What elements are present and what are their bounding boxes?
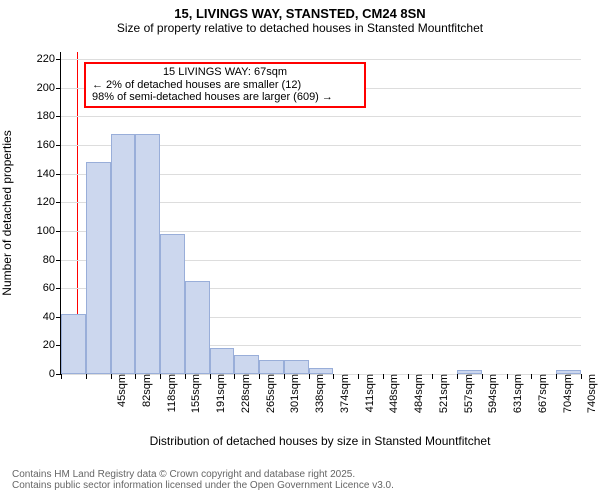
y-tick-label: 20 [43,339,61,351]
y-axis-title: Number of detached properties [0,130,14,295]
x-tick-label: 411sqm [362,374,376,429]
histogram-bar [61,314,86,374]
chart-title: 15, LIVINGS WAY, STANSTED, CM24 8SN [0,0,600,21]
histogram-bar [185,281,210,374]
x-tick-label: 448sqm [386,374,400,429]
x-tick-label: 155sqm [188,374,202,429]
histogram-bar [210,348,235,374]
y-tick-label: 80 [43,254,61,266]
histogram-bar [234,355,259,374]
footer-line-2: Contains public sector information licen… [12,480,600,491]
x-tick [135,374,136,379]
x-tick-label: 191sqm [213,374,227,429]
x-tick [581,374,582,379]
y-tick-label: 120 [37,196,61,208]
x-tick [531,374,532,379]
grid-line [61,116,581,117]
x-tick [61,374,62,379]
annotation-callout: 15 LIVINGS WAY: 67sqm← 2% of detached ho… [84,62,366,108]
annotation-line: ← 2% of detached houses are smaller (12) [92,79,358,92]
x-tick-label: 265sqm [263,374,277,429]
chart-subtitle: Size of property relative to detached ho… [0,21,600,35]
histogram-bar [160,234,185,374]
x-tick [556,374,557,379]
y-tick-label: 60 [43,282,61,294]
x-tick-label: 740sqm [584,374,598,429]
x-tick [234,374,235,379]
histogram-bar [135,134,160,374]
x-tick-label: 228sqm [238,374,252,429]
y-tick-label: 220 [37,53,61,65]
y-tick-label: 100 [37,225,61,237]
y-tick-label: 160 [37,139,61,151]
x-axis-title: Distribution of detached houses by size … [60,434,580,448]
x-tick-label: 118sqm [164,374,178,429]
y-tick-label: 140 [37,168,61,180]
x-tick [408,374,409,379]
histogram-bar [284,360,309,374]
x-tick-label: 374sqm [337,374,351,429]
y-tick-label: 200 [37,82,61,94]
x-tick-label: 338sqm [312,374,326,429]
histogram-bar [86,162,111,374]
x-tick-label: 301sqm [287,374,301,429]
x-tick-label: 594sqm [485,374,499,429]
x-tick [507,374,508,379]
grid-line [61,59,581,60]
x-tick [309,374,310,379]
x-tick [185,374,186,379]
x-tick [259,374,260,379]
x-tick [358,374,359,379]
x-tick [333,374,334,379]
x-tick [86,374,87,379]
x-tick-label: 557sqm [461,374,475,429]
histogram-bar [556,370,581,374]
footer-credits: Contains HM Land Registry data © Crown c… [0,469,600,491]
histogram-bar [111,134,136,374]
x-tick [284,374,285,379]
x-tick [111,374,112,379]
histogram-bar [457,370,482,374]
x-tick [210,374,211,379]
y-tick-label: 180 [37,110,61,122]
x-tick [432,374,433,379]
x-tick-label: 484sqm [411,374,425,429]
x-tick [457,374,458,379]
x-tick-label: 631sqm [510,374,524,429]
x-tick [482,374,483,379]
histogram-bar [309,368,334,374]
y-tick-label: 40 [43,311,61,323]
footer-line-1: Contains HM Land Registry data © Crown c… [12,469,600,480]
x-tick [383,374,384,379]
x-tick-label: 704sqm [560,374,574,429]
x-tick-label: 82sqm [139,374,153,429]
x-tick-label: 667sqm [535,374,549,429]
chart-container: 15, LIVINGS WAY, STANSTED, CM24 8SN Size… [0,0,600,500]
x-tick-label: 45sqm [114,374,128,429]
annotation-line: 15 LIVINGS WAY: 67sqm [92,66,358,79]
x-tick [160,374,161,379]
x-tick-label: 521sqm [436,374,450,429]
y-tick-label: 0 [49,368,61,380]
histogram-bar [259,360,284,374]
annotation-line: 98% of semi-detached houses are larger (… [92,91,358,104]
